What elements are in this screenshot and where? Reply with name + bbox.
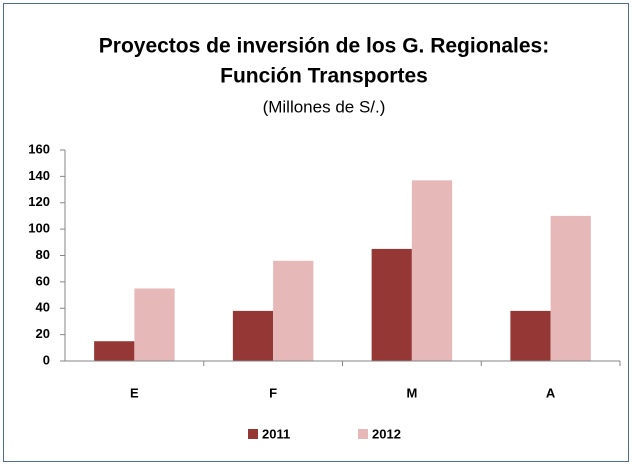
x-tick-label: A bbox=[546, 385, 556, 400]
bar bbox=[550, 215, 591, 361]
y-tick-label: 140 bbox=[28, 168, 50, 183]
legend-label: 2012 bbox=[372, 426, 401, 441]
legend-swatch bbox=[358, 429, 368, 439]
bar bbox=[371, 248, 412, 361]
y-tick-label: 80 bbox=[36, 247, 50, 262]
chart-title: Proyectos de inversión de los G. Regiona… bbox=[99, 35, 549, 58]
chart-border bbox=[3, 3, 629, 462]
bar bbox=[273, 260, 314, 361]
x-tick-label: F bbox=[269, 385, 277, 400]
chart-title: Función Transportes bbox=[220, 65, 428, 88]
x-tick-label: E bbox=[130, 385, 139, 400]
bar bbox=[510, 310, 551, 361]
bar bbox=[94, 341, 135, 361]
y-tick-label: 0 bbox=[43, 352, 50, 367]
y-tick-label: 60 bbox=[36, 273, 50, 288]
bar bbox=[411, 180, 453, 361]
y-tick-label: 160 bbox=[28, 141, 50, 156]
y-tick-label: 40 bbox=[36, 300, 50, 315]
chart-subtitle: (Millones de S/.) bbox=[263, 97, 386, 116]
legend-swatch bbox=[248, 429, 258, 439]
legend-label: 2011 bbox=[262, 426, 290, 441]
y-tick-label: 100 bbox=[28, 221, 50, 236]
y-tick-label: 20 bbox=[36, 326, 50, 341]
x-tick-label: M bbox=[406, 385, 417, 400]
bar bbox=[232, 310, 274, 361]
bar bbox=[134, 288, 175, 361]
y-tick-label: 120 bbox=[28, 194, 50, 209]
